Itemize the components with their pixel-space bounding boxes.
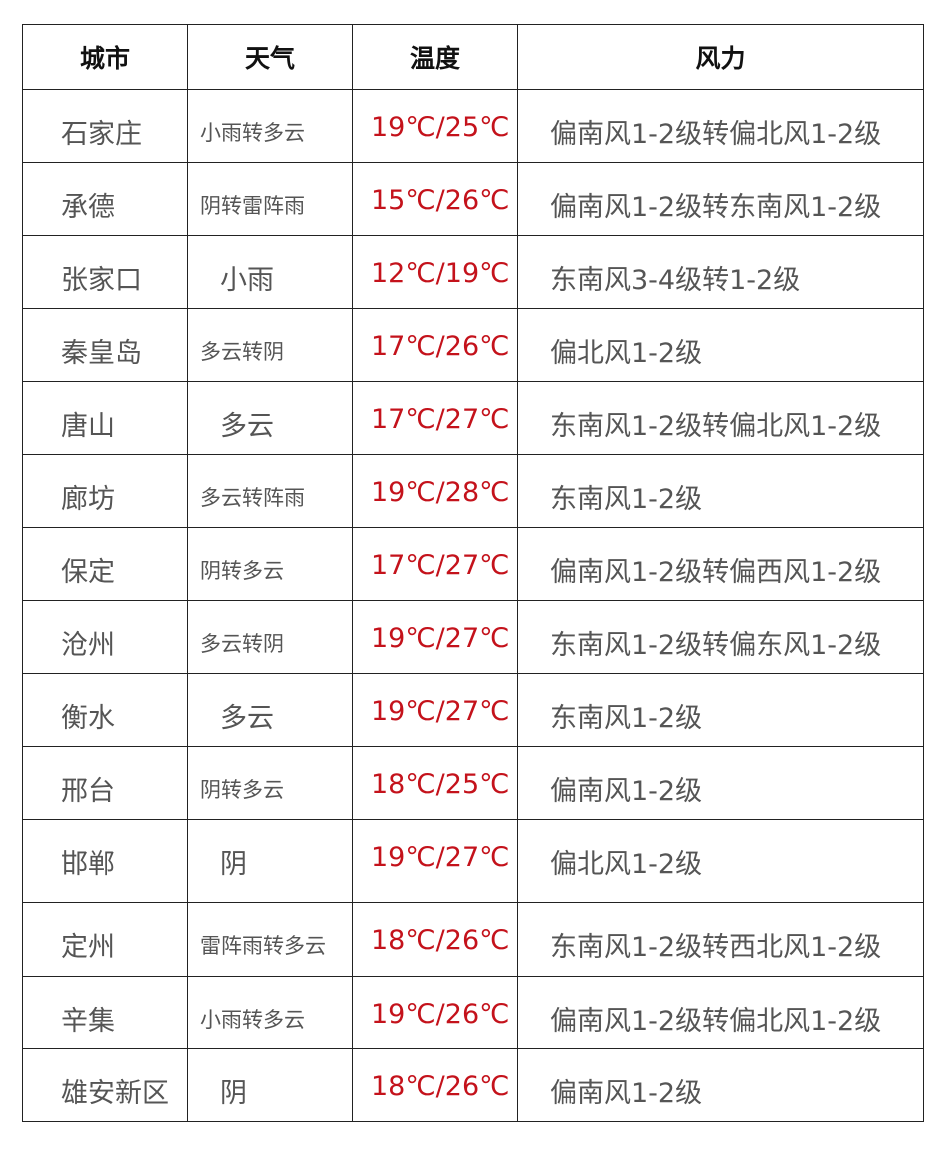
city-cell: 承德 bbox=[22, 162, 188, 236]
table-row: 廊坊 多云转阵雨 19℃/28℃ 东南风1-2级 bbox=[22, 454, 924, 528]
table-row: 邢台 阴转多云 18℃/25℃ 偏南风1-2级 bbox=[22, 746, 924, 820]
weather-cell: 多云 bbox=[187, 381, 353, 455]
header-city: 城市 bbox=[22, 24, 188, 90]
temperature-cell: 12℃/19℃ bbox=[352, 235, 518, 309]
city-cell: 保定 bbox=[22, 527, 188, 601]
wind-cell: 偏南风1-2级转偏西风1-2级 bbox=[517, 527, 924, 601]
city-cell: 石家庄 bbox=[22, 89, 188, 163]
wind-cell: 东南风3-4级转1-2级 bbox=[517, 235, 924, 309]
table-row: 唐山 多云 17℃/27℃ 东南风1-2级转偏北风1-2级 bbox=[22, 381, 924, 455]
table-row: 承德 阴转雷阵雨 15℃/26℃ 偏南风1-2级转东南风1-2级 bbox=[22, 162, 924, 236]
table-row: 衡水 多云 19℃/27℃ 东南风1-2级 bbox=[22, 673, 924, 747]
weather-cell: 阴转雷阵雨 bbox=[187, 162, 353, 236]
table-row: 邯郸阴 19℃/27℃ 偏北风1-2级 bbox=[22, 819, 924, 903]
weather-cell: 雷阵雨转多云 bbox=[187, 902, 353, 977]
weather-table: 城市 天气 温度 风力 石家庄 小雨转多云 19℃/25℃ 偏南风1-2级转偏北风1-… bbox=[22, 24, 924, 1122]
city-cell: 邯郸 bbox=[22, 819, 188, 903]
wind-cell: 东南风1-2级转偏东风1-2级 bbox=[517, 600, 924, 674]
wind-cell: 偏南风1-2级 bbox=[517, 1048, 924, 1122]
city-cell: 张家口 bbox=[22, 235, 188, 309]
temperature-cell: 19℃/26℃ bbox=[352, 976, 518, 1049]
wind-cell: 偏南风1-2级转偏北风1-2级 bbox=[517, 89, 924, 163]
temperature-cell: 17℃/27℃ bbox=[352, 527, 518, 601]
table-row: 石家庄 小雨转多云 19℃/25℃ 偏南风1-2级转偏北风1-2级 bbox=[22, 89, 924, 163]
city-cell: 辛集 bbox=[22, 976, 188, 1049]
table-row: 辛集 小雨转多云 19℃/26℃ 偏南风1-2级转偏北风1-2级 bbox=[22, 976, 924, 1049]
table-row: 保定 阴转多云 17℃/27℃ 偏南风1-2级转偏西风1-2级 bbox=[22, 527, 924, 601]
weather-cell: 阴 bbox=[187, 1048, 353, 1122]
header-weather: 天气 bbox=[187, 24, 353, 90]
city-cell: 廊坊 bbox=[22, 454, 188, 528]
wind-cell: 东南风1-2级转偏北风1-2级 bbox=[517, 381, 924, 455]
temperature-cell: 15℃/26℃ bbox=[352, 162, 518, 236]
temperature-cell: 19℃/28℃ bbox=[352, 454, 518, 528]
weather-cell: 多云转阵雨 bbox=[187, 454, 353, 528]
weather-cell: 多云转阴 bbox=[187, 600, 353, 674]
wind-cell: 偏南风1-2级转偏北风1-2级 bbox=[517, 976, 924, 1049]
city-cell: 雄安新区 bbox=[22, 1048, 188, 1122]
weather-cell: 小雨转多云 bbox=[187, 976, 353, 1049]
header-wind: 风力 bbox=[517, 24, 924, 90]
temperature-cell: 18℃/26℃ bbox=[352, 902, 518, 977]
weather-cell: 多云 bbox=[187, 673, 353, 747]
weather-cell: 多云转阴 bbox=[187, 308, 353, 382]
wind-cell: 偏南风1-2级 bbox=[517, 746, 924, 820]
city-cell: 衡水 bbox=[22, 673, 188, 747]
wind-cell: 偏北风1-2级 bbox=[517, 819, 924, 903]
temperature-cell: 17℃/26℃ bbox=[352, 308, 518, 382]
wind-cell: 东南风1-2级 bbox=[517, 454, 924, 528]
table-row: 沧州 多云转阴 19℃/27℃ 东南风1-2级转偏东风1-2级 bbox=[22, 600, 924, 674]
temperature-cell: 19℃/25℃ bbox=[352, 89, 518, 163]
wind-cell: 东南风1-2级 bbox=[517, 673, 924, 747]
weather-cell: 阴 bbox=[187, 819, 353, 903]
temperature-cell: 17℃/27℃ bbox=[352, 381, 518, 455]
header-row: 城市 天气 温度 风力 bbox=[22, 24, 924, 90]
wind-cell: 偏北风1-2级 bbox=[517, 308, 924, 382]
table-row: 雄安新区阴 18℃/26℃ 偏南风1-2级 bbox=[22, 1048, 924, 1122]
city-cell: 沧州 bbox=[22, 600, 188, 674]
table-row: 定州 雷阵雨转多云 18℃/26℃ 东南风1-2级转西北风1-2级 bbox=[22, 902, 924, 977]
wind-cell: 偏南风1-2级转东南风1-2级 bbox=[517, 162, 924, 236]
city-cell: 定州 bbox=[22, 902, 188, 977]
city-cell: 唐山 bbox=[22, 381, 188, 455]
city-cell: 邢台 bbox=[22, 746, 188, 820]
temperature-cell: 19℃/27℃ bbox=[352, 819, 518, 903]
table-row: 秦皇岛 多云转阴 17℃/26℃ 偏北风1-2级 bbox=[22, 308, 924, 382]
weather-cell: 小雨转多云 bbox=[187, 89, 353, 163]
temperature-cell: 18℃/25℃ bbox=[352, 746, 518, 820]
temperature-cell: 18℃/26℃ bbox=[352, 1048, 518, 1122]
weather-cell: 小雨 bbox=[187, 235, 353, 309]
weather-cell: 阴转多云 bbox=[187, 746, 353, 820]
table-row: 张家口 小雨 12℃/19℃ 东南风3-4级转1-2级 bbox=[22, 235, 924, 309]
temperature-cell: 19℃/27℃ bbox=[352, 600, 518, 674]
weather-cell: 阴转多云 bbox=[187, 527, 353, 601]
header-temperature: 温度 bbox=[352, 24, 518, 90]
temperature-cell: 19℃/27℃ bbox=[352, 673, 518, 747]
wind-cell: 东南风1-2级转西北风1-2级 bbox=[517, 902, 924, 977]
city-cell: 秦皇岛 bbox=[22, 308, 188, 382]
